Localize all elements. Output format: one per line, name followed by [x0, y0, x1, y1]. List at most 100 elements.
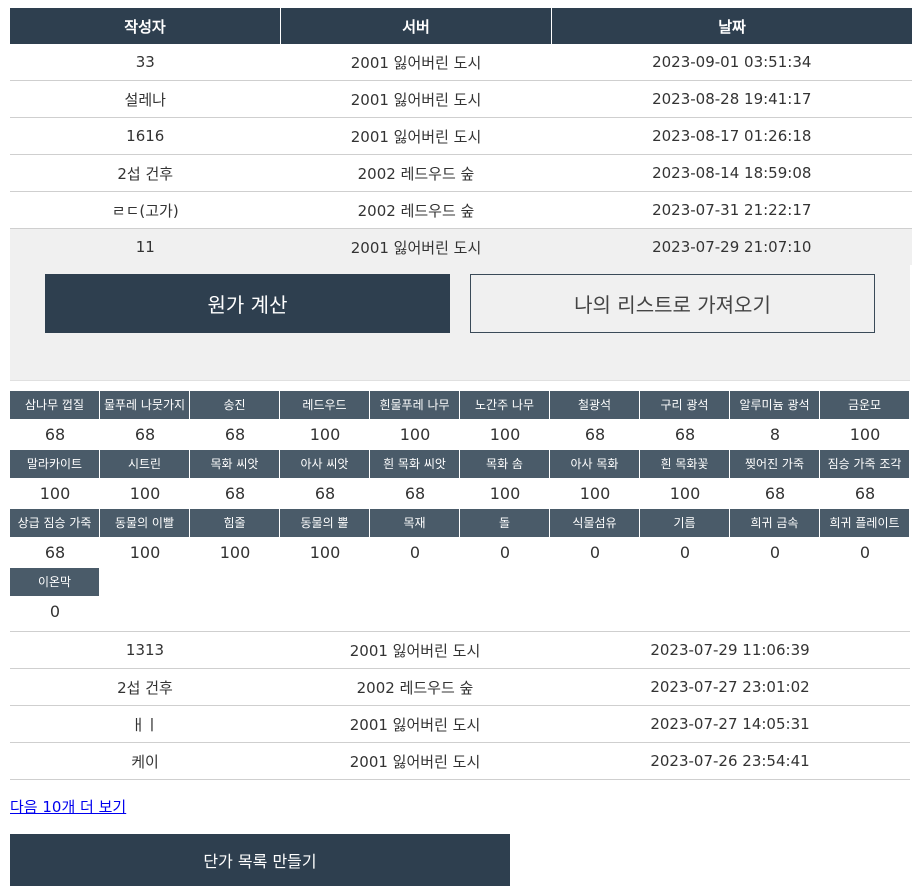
material-name: 짐승 가죽 조각	[820, 450, 910, 478]
material-value: 100	[489, 425, 521, 444]
material-value: 68	[764, 484, 786, 503]
table-row[interactable]: 설레나 2001 잃어버린 도시 2023-08-28 19:41:17	[10, 80, 912, 118]
material-name: 상급 짐승 가죽	[10, 509, 100, 537]
material-name: 목화 솜	[460, 450, 550, 478]
material-value: 68	[674, 425, 696, 444]
material-name: 돌	[460, 509, 550, 537]
material-cell: 흰 목화꽃 100	[640, 450, 730, 509]
table-row[interactable]: 1616 2001 잃어버린 도시 2023-08-17 01:26:18	[10, 117, 912, 155]
materials-row: 이온막 0	[10, 568, 910, 627]
material-name: 물푸레 나뭇가지	[100, 391, 190, 419]
cell-date: 2023-07-27 23:01:02	[550, 668, 910, 706]
material-value: 100	[129, 484, 161, 503]
material-cell: 목화 솜 100	[460, 450, 550, 509]
material-value: 0	[499, 543, 511, 562]
table-row[interactable]: 1313 2001 잃어버린 도시 2023-07-29 11:06:39	[10, 632, 910, 669]
load-more-link[interactable]: 다음 10개 더 보기	[10, 798, 127, 816]
cell-date: 2023-07-26 23:54:41	[550, 742, 910, 780]
material-cell: 상급 짐승 가죽 68	[10, 509, 100, 568]
cell-date: 2023-08-28 19:41:17	[551, 80, 912, 118]
material-cell: 찢어진 가죽 68	[730, 450, 820, 509]
material-value: 100	[579, 484, 611, 503]
price-list-table: 작성자 서버 날짜 33 2001 잃어버린 도시 2023-09-01 03:…	[10, 8, 912, 265]
table-row[interactable]: 2섭 건후 2002 레드우드 숲 2023-07-27 23:01:02	[10, 668, 910, 706]
material-cell: 목화 씨앗 68	[190, 450, 280, 509]
material-name: 동물의 이빨	[100, 509, 190, 537]
material-name: 삼나무 껍질	[10, 391, 100, 419]
material-cell: 철광석 68	[550, 391, 640, 450]
column-header-date: 날짜	[551, 8, 912, 44]
cost-calc-button[interactable]: 원가 계산	[45, 274, 450, 333]
table-row[interactable]: ㅐㅣ 2001 잃어버린 도시 2023-07-27 14:05:31	[10, 705, 910, 743]
material-cell: 동물의 뿔 100	[280, 509, 370, 568]
cell-date: 2023-09-01 03:51:34	[551, 44, 912, 81]
material-value: 0	[409, 543, 421, 562]
table-header-row: 작성자 서버 날짜	[10, 8, 912, 44]
material-value: 8	[769, 425, 781, 444]
cell-author: 2섭 건후	[10, 668, 280, 706]
materials-row: 말라카이트 100 시트린 100 목화 씨앗 68 아사 씨앗 68 흰 목화 씨앗 68 목화 …	[10, 450, 910, 509]
material-value: 100	[219, 543, 251, 562]
material-name: 레드우드	[280, 391, 370, 419]
material-name: 금운모	[820, 391, 910, 419]
material-name: 철광석	[550, 391, 640, 419]
cell-date: 2023-08-17 01:26:18	[551, 117, 912, 155]
material-cell: 알루미늄 광석 8	[730, 391, 820, 450]
material-name: 시트린	[100, 450, 190, 478]
make-price-list-button[interactable]: 단가 목록 만들기	[10, 834, 510, 886]
material-cell: 식물섬유 0	[550, 509, 640, 568]
cell-server: 2002 레드우드 숲	[280, 154, 552, 192]
material-name: 알루미늄 광석	[730, 391, 820, 419]
import-to-my-list-button[interactable]: 나의 리스트로 가져오기	[470, 274, 875, 333]
table-row-selected[interactable]: 11 2001 잃어버린 도시 2023-07-29 21:07:10	[10, 228, 912, 265]
material-value: 68	[44, 543, 66, 562]
cell-author: 33	[10, 44, 281, 81]
cell-author: 2섭 건후	[10, 154, 281, 192]
material-name: 아사 목화	[550, 450, 640, 478]
material-value: 0	[769, 543, 781, 562]
material-name: 이온막	[10, 568, 100, 596]
table-row[interactable]: 2섭 건후 2002 레드우드 숲 2023-08-14 18:59:08	[10, 154, 912, 192]
material-value: 68	[314, 484, 336, 503]
material-value: 100	[399, 425, 431, 444]
material-value: 0	[589, 543, 601, 562]
material-name: 희귀 플레이트	[820, 509, 910, 537]
material-cell: 시트린 100	[100, 450, 190, 509]
materials-grid: 삼나무 껍질 68 물푸레 나뭇가지 68 송진 68 레드우드 100 흰물푸레 나무 100 노…	[10, 381, 910, 627]
cell-author: 케이	[10, 742, 280, 780]
cell-server: 2001 잃어버린 도시	[280, 117, 552, 155]
material-cell: 금운모 100	[820, 391, 910, 450]
cell-author: 1616	[10, 117, 281, 155]
material-cell: 흰물푸레 나무 100	[370, 391, 460, 450]
material-cell: 아사 씨앗 68	[280, 450, 370, 509]
table-row[interactable]: 케이 2001 잃어버린 도시 2023-07-26 23:54:41	[10, 742, 910, 780]
cell-author: 설레나	[10, 80, 281, 118]
cell-server: 2001 잃어버린 도시	[280, 632, 550, 669]
material-cell: 이온막 0	[10, 568, 100, 627]
material-name: 식물섬유	[550, 509, 640, 537]
material-name: 노간주 나무	[460, 391, 550, 419]
cell-server: 2001 잃어버린 도시	[280, 705, 550, 743]
material-value: 100	[129, 543, 161, 562]
material-value: 0	[679, 543, 691, 562]
table-row[interactable]: 33 2001 잃어버린 도시 2023-09-01 03:51:34	[10, 44, 912, 81]
material-cell: 송진 68	[190, 391, 280, 450]
material-cell: 구리 광석 68	[640, 391, 730, 450]
row-detail-panel: 원가 계산 나의 리스트로 가져오기	[10, 265, 910, 381]
column-header-author: 작성자	[10, 8, 281, 44]
cell-author: ㅐㅣ	[10, 705, 280, 743]
cell-server: 2001 잃어버린 도시	[280, 80, 552, 118]
cell-date: 2023-07-27 14:05:31	[550, 705, 910, 743]
material-cell: 노간주 나무 100	[460, 391, 550, 450]
material-name: 목화 씨앗	[190, 450, 280, 478]
cell-author: ㄹㄷ(고가)	[10, 191, 281, 229]
material-name: 흰 목화꽃	[640, 450, 730, 478]
material-value: 100	[39, 484, 71, 503]
material-value: 68	[224, 484, 246, 503]
cell-date: 2023-07-31 21:22:17	[551, 191, 912, 229]
material-value: 100	[309, 543, 341, 562]
table-row[interactable]: ㄹㄷ(고가) 2002 레드우드 숲 2023-07-31 21:22:17	[10, 191, 912, 229]
cell-date: 2023-08-14 18:59:08	[551, 154, 912, 192]
material-cell: 희귀 금속 0	[730, 509, 820, 568]
